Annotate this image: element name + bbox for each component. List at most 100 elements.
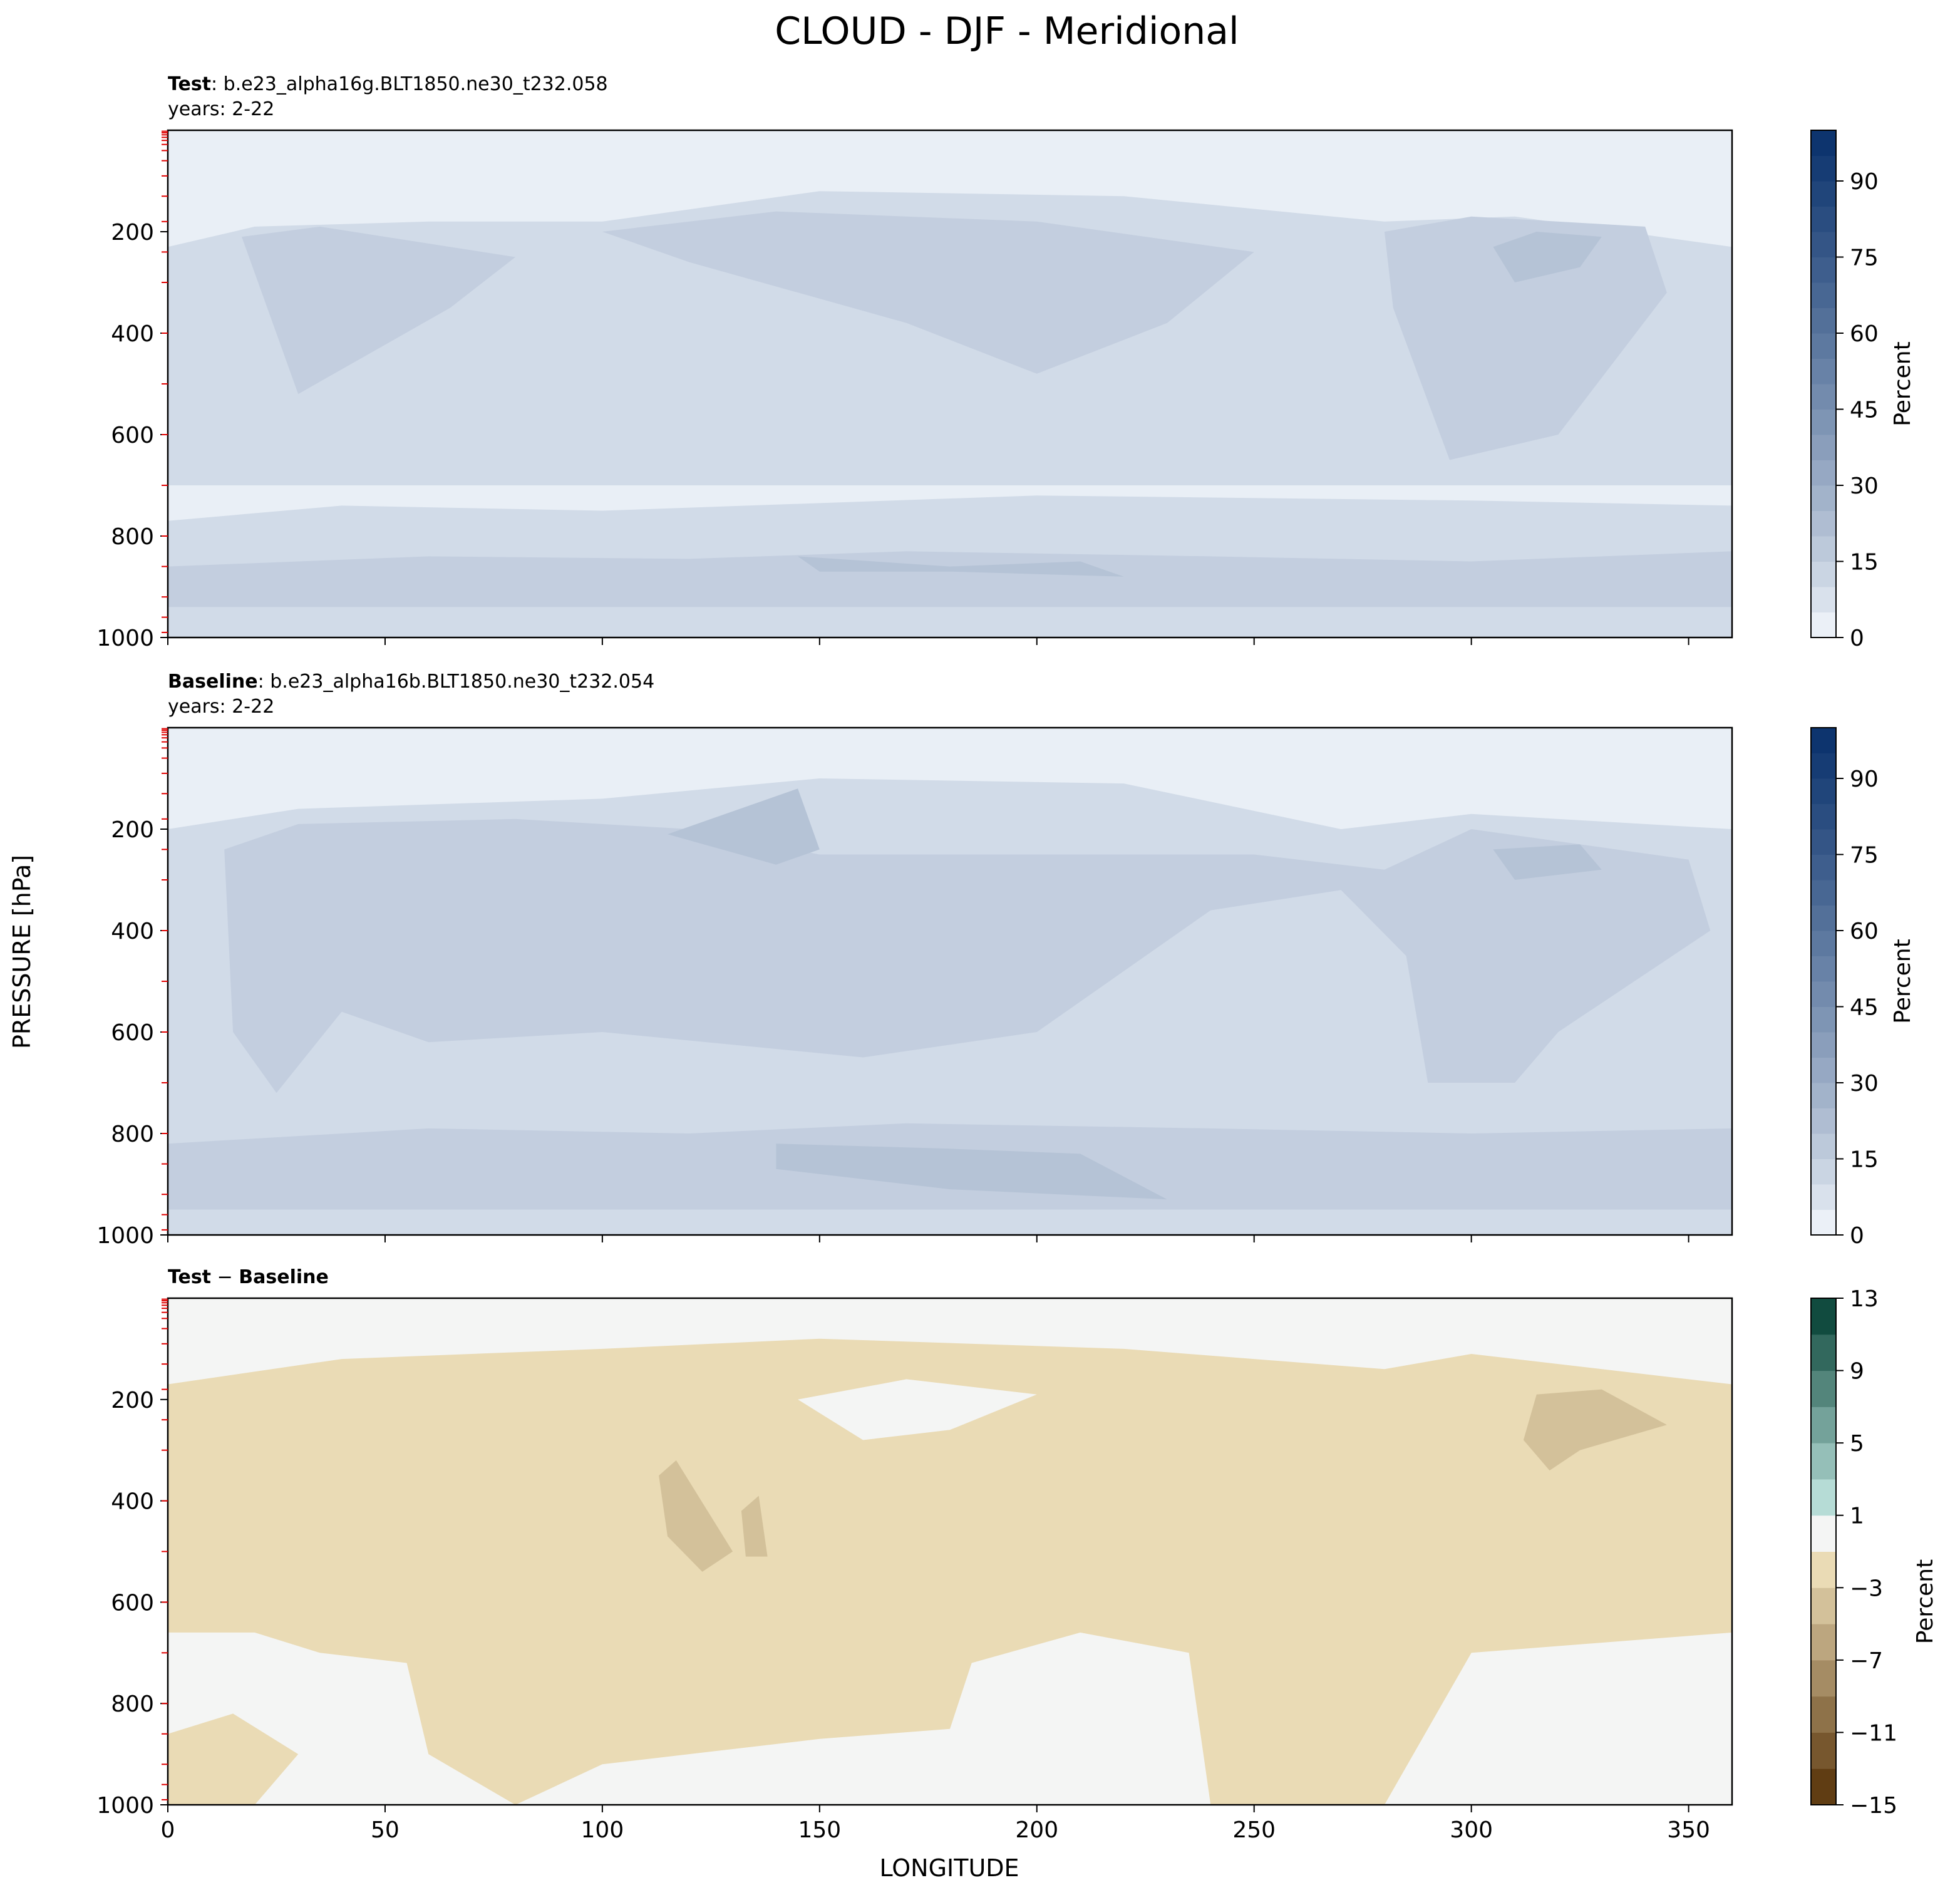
panel-years: years: 2-22 [168,696,274,718]
y-tick-label: 400 [111,321,154,347]
x-axis-label: LONGITUDE [879,1854,1019,1882]
colorbar-label: Percent [1912,1559,1938,1644]
colorbar-segment [1811,435,1836,460]
colorbar-segment [1811,1209,1836,1236]
colorbar-segment [1811,1298,1836,1335]
colorbar-segment [1811,1696,1836,1733]
colorbar-segment [1811,1588,1836,1624]
panel-difference: 0 50 100 150 200 250 300 350 200 400 600 800 1000 Tes… [96,1266,1938,1843]
colorbar-segment [1811,753,1836,779]
contour-region [1384,216,1667,460]
contour-region [798,1379,1037,1440]
colorbar-segment [1811,1159,1836,1185]
colorbar-segment [1811,1006,1836,1033]
panel-label-case: : b.e23_alpha16b.BLT1850.ne30_t232.054 [258,671,655,693]
panel-label-part: Baseline [239,1266,329,1288]
figure-title: CLOUD - DJF - Meridional [775,9,1239,53]
colorbar-segment [1811,1083,1836,1108]
contour-region [242,226,516,395]
colorbar-segment [1811,981,1836,1007]
colorbar-tick-label: 45 [1850,995,1879,1021]
colorbar-segment [1811,1108,1836,1134]
colorbar-tick-label: 30 [1850,473,1879,499]
colorbar-segment [1811,333,1836,359]
colorbar-frame [1810,1298,1837,1805]
colorbar-segment [1811,1370,1836,1407]
x-tick-label: 100 [581,1817,624,1843]
panel-label-bold: Test [168,73,211,95]
x-tick-label: 300 [1450,1817,1493,1843]
colorbar-segment [1811,1184,1836,1210]
colorbar-segment [1811,1133,1836,1159]
colorbar-segment [1811,854,1836,880]
colorbar-tick-label: 90 [1850,767,1879,792]
contour-region [168,1338,1732,1805]
colorbar-tick-label: 13 [1850,1286,1879,1312]
colorbar-tick-label: 5 [1850,1431,1864,1457]
y-tick-label: 1000 [96,1223,154,1249]
contour-region [168,551,1732,607]
colorbar-segment [1811,561,1836,587]
colorbar-tick-label: 60 [1850,321,1879,347]
panel-years: years: 2-22 [168,98,274,120]
panel-label: Test: b.e23_alpha16g.BLT1850.ne30_t232.0… [168,73,608,95]
colorbar-tick-label: −15 [1850,1793,1897,1819]
x-tick-label: 0 [161,1817,175,1843]
contour-region [668,788,820,865]
colorbar-segment [1811,485,1836,511]
colorbar-tick-label: 15 [1850,1147,1879,1173]
colorbar-segment [1811,358,1836,385]
colorbar-segment [1811,460,1836,486]
colorbar-segment [1811,1732,1836,1769]
colorbar-tick-label: 90 [1850,169,1879,195]
colorbar-segment [1811,931,1836,956]
colorbar-segment [1811,1057,1836,1083]
colorbar-segment [1811,536,1836,562]
colorbar-frame [1810,727,1837,1236]
contour-region [602,211,1254,374]
y-tick-label: 200 [111,1388,154,1413]
colorbar-tick-label: 15 [1850,550,1879,576]
colorbar-segment [1811,880,1836,906]
colorbar-frame [1810,130,1837,638]
panel-label: Baseline: b.e23_alpha16b.BLT1850.ne30_t2… [168,671,654,693]
colorbar-segment [1811,282,1836,308]
colorbar-segment [1811,257,1836,283]
colorbar-segment [1811,1768,1836,1805]
colorbar-tick-label: 45 [1850,398,1879,423]
y-tick-label: 200 [111,220,154,245]
contour-region [741,1495,768,1557]
colorbar-tick-label: −11 [1850,1720,1897,1746]
y-tick-label: 1000 [96,1793,154,1819]
colorbar-segment [1811,956,1836,982]
x-tick-label: 150 [798,1817,841,1843]
colorbar-segment [1811,510,1836,537]
colorbar-tick-label: 75 [1850,843,1879,869]
x-tick-label: 250 [1232,1817,1276,1843]
colorbar-segment [1811,612,1836,638]
contour-region [798,556,1124,577]
colorbar-segment [1811,206,1836,232]
colorbar-label: Percent [1890,341,1916,426]
y-tick-label: 800 [111,1122,154,1147]
colorbar-tick-label: 0 [1850,626,1864,651]
contour-region [659,1460,733,1572]
colorbar-segment [1811,803,1836,830]
colorbar-tick-label: −7 [1850,1648,1883,1674]
contour-region [1523,1389,1667,1471]
colorbar-tick-label: 75 [1850,245,1879,271]
colorbar-tick-label: 1 [1850,1504,1864,1529]
contour-region [1493,844,1602,880]
colorbar-segment [1811,1334,1836,1371]
colorbar-segment [1811,1515,1836,1552]
y-tick-label: 400 [111,919,154,944]
colorbar-segment [1811,409,1836,435]
contour-region [776,1144,1167,1200]
x-tick-label: 200 [1015,1817,1058,1843]
colorbar-segment [1811,155,1836,182]
y-tick-label: 600 [111,1590,154,1616]
panel-label-bold: Baseline [168,671,258,693]
